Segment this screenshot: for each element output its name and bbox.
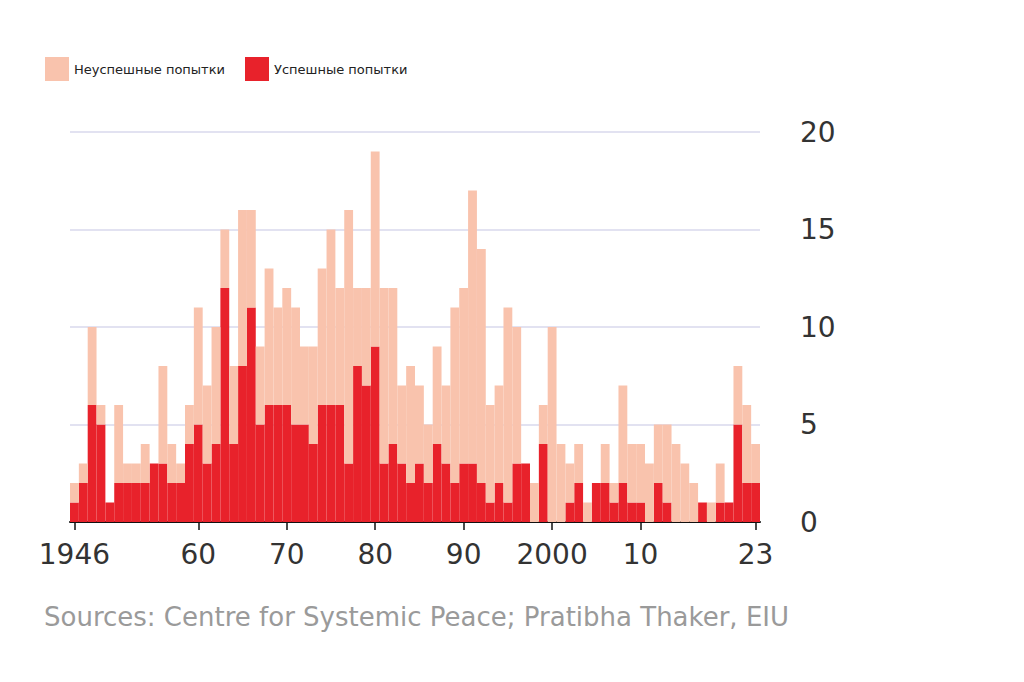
svg-text:23: 23: [738, 538, 774, 571]
svg-text:80: 80: [357, 538, 393, 571]
svg-text:10: 10: [800, 311, 836, 344]
svg-text:1946: 1946: [39, 538, 110, 571]
svg-text:15: 15: [800, 213, 836, 246]
svg-text:Неуспешные попытки: Неуспешные попытки: [74, 62, 225, 77]
svg-text:70: 70: [269, 538, 305, 571]
svg-text:5: 5: [800, 408, 818, 441]
svg-text:20: 20: [800, 116, 836, 149]
svg-text:60: 60: [180, 538, 216, 571]
svg-text:Успешные попытки: Успешные попытки: [274, 62, 407, 77]
svg-text:0: 0: [800, 506, 818, 539]
svg-text:90: 90: [446, 538, 482, 571]
svg-text:Sources: Centre for Systemic P: Sources: Centre for Systemic Peace; Prat…: [44, 602, 789, 632]
svg-text:10: 10: [623, 538, 659, 571]
svg-text:2000: 2000: [516, 538, 587, 571]
